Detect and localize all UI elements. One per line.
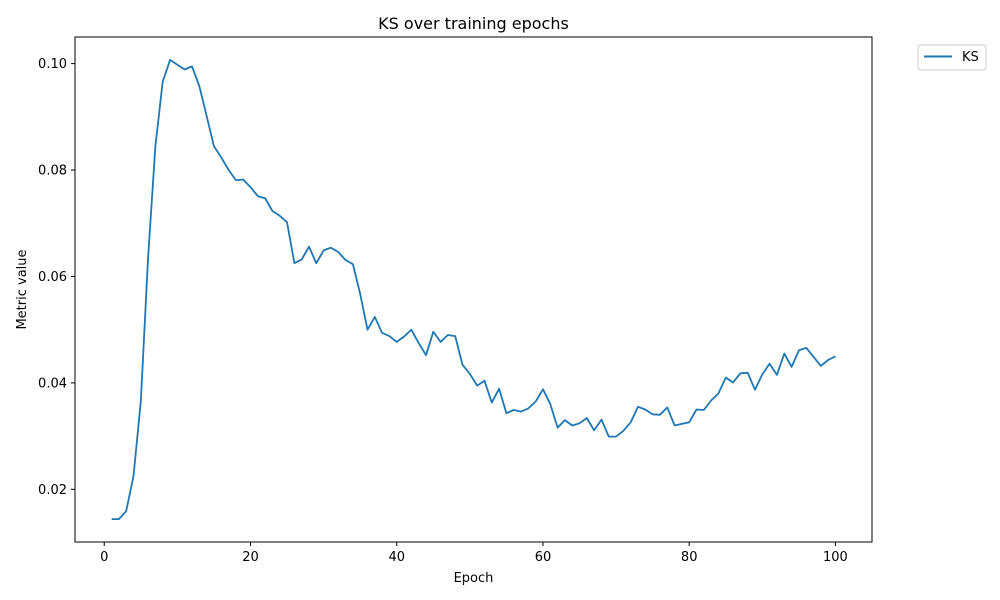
chart-title: KS over training epochs [378, 14, 569, 33]
y-tick-label: 0.02 [38, 483, 67, 498]
y-tick-label: 0.10 [38, 57, 67, 72]
x-axis-label: Epoch [454, 571, 494, 586]
x-tick-label: 40 [388, 550, 405, 565]
x-tick-label: 100 [823, 550, 848, 565]
x-axis: 0 20 40 60 80 100 [100, 542, 848, 565]
x-tick-label: 60 [535, 550, 552, 565]
y-tick-label: 0.04 [38, 376, 67, 391]
series-layer [111, 59, 836, 520]
x-tick-label: 0 [100, 550, 108, 565]
x-tick-label: 20 [242, 550, 259, 565]
y-tick-label: 0.08 [38, 164, 67, 179]
legend: KS [917, 44, 987, 71]
y-tick-label: 0.06 [38, 270, 67, 285]
series-line-ks [111, 59, 836, 520]
y-axis-label: Metric value [15, 249, 30, 329]
y-axis: 0.02 0.04 0.06 0.08 0.10 [38, 57, 75, 498]
legend-label-ks: KS [962, 50, 979, 65]
x-tick-label: 80 [681, 550, 698, 565]
plot-frame [74, 36, 873, 543]
